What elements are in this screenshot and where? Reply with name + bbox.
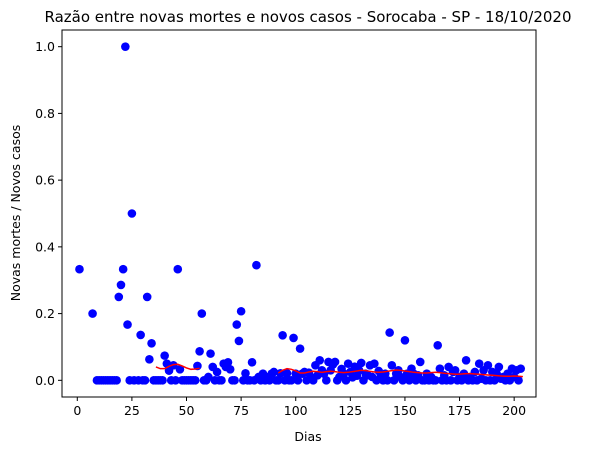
data-point bbox=[461, 356, 471, 365]
data-point bbox=[127, 209, 137, 218]
data-point bbox=[474, 359, 484, 368]
x-tick-label: 50 bbox=[179, 403, 195, 418]
data-point bbox=[343, 359, 353, 368]
chart-title: Razão entre novas mortes e novos casos -… bbox=[44, 8, 571, 26]
data-point bbox=[147, 338, 156, 348]
data-point bbox=[278, 330, 287, 340]
data-point bbox=[398, 376, 408, 385]
y-tick-label: 0.6 bbox=[35, 173, 55, 188]
y-tick-label: 0.0 bbox=[35, 373, 55, 388]
x-tick-label: 100 bbox=[284, 403, 308, 418]
data-point bbox=[136, 330, 145, 340]
data-point bbox=[483, 361, 493, 370]
trend-line bbox=[155, 363, 523, 378]
data-point bbox=[514, 376, 523, 385]
data-point bbox=[173, 264, 183, 274]
data-point bbox=[195, 346, 204, 356]
data-point bbox=[415, 357, 425, 367]
data-point bbox=[247, 358, 257, 367]
data-point bbox=[356, 358, 366, 368]
data-point bbox=[265, 376, 274, 385]
data-point bbox=[269, 367, 279, 377]
x-tick-label: 25 bbox=[124, 403, 140, 418]
data-point bbox=[433, 340, 443, 350]
data-point bbox=[171, 376, 180, 385]
x-tick-label: 125 bbox=[338, 403, 362, 418]
data-point bbox=[241, 369, 250, 378]
data-point bbox=[230, 376, 239, 385]
data-point bbox=[494, 362, 504, 372]
x-tick-label: 200 bbox=[502, 403, 526, 418]
data-point bbox=[470, 367, 480, 377]
data-point bbox=[142, 292, 152, 302]
x-tick-label: 175 bbox=[448, 403, 472, 418]
data-point bbox=[88, 309, 97, 318]
data-point bbox=[516, 364, 526, 373]
data-point bbox=[158, 376, 167, 385]
data-point bbox=[112, 376, 121, 385]
data-point bbox=[232, 320, 242, 329]
data-point bbox=[457, 376, 467, 385]
data-point bbox=[236, 306, 246, 316]
data-point bbox=[114, 292, 124, 302]
data-point bbox=[223, 358, 233, 367]
y-axis: 0.0 0.2 0.4 0.6 0.8 1.0 bbox=[35, 39, 62, 388]
data-point bbox=[252, 260, 261, 270]
data-point bbox=[217, 376, 226, 385]
data-point bbox=[190, 376, 200, 385]
data-point bbox=[197, 309, 207, 318]
data-point bbox=[118, 264, 128, 274]
data-point bbox=[273, 376, 283, 385]
y-tick-label: 0.2 bbox=[35, 306, 55, 321]
data-point bbox=[339, 369, 349, 378]
data-point bbox=[121, 42, 130, 51]
data-point bbox=[387, 361, 397, 370]
data-point bbox=[315, 356, 325, 365]
data-point bbox=[116, 280, 126, 290]
y-tick-label: 0.8 bbox=[35, 106, 55, 121]
data-point bbox=[435, 364, 445, 373]
x-tick-label: 75 bbox=[233, 403, 249, 418]
plot-frame bbox=[61, 29, 537, 398]
data-point bbox=[282, 369, 292, 378]
data-point bbox=[160, 351, 169, 360]
data-point bbox=[140, 376, 150, 385]
data-point bbox=[446, 376, 456, 385]
data-point bbox=[322, 376, 331, 385]
x-axis: 0 25 50 75 100 125 150 175 200 bbox=[73, 397, 526, 418]
data-point bbox=[225, 365, 235, 374]
y-axis-label: Novas mortes / Novos casos bbox=[8, 125, 23, 302]
data-point bbox=[370, 359, 379, 368]
data-point bbox=[175, 365, 185, 374]
y-tick-label: 1.0 bbox=[35, 39, 55, 54]
data-point bbox=[145, 355, 154, 364]
data-point bbox=[289, 333, 298, 343]
data-point bbox=[330, 357, 340, 367]
data-point bbox=[405, 376, 414, 385]
data-point bbox=[204, 372, 213, 382]
data-point bbox=[431, 376, 440, 385]
data-point bbox=[234, 336, 244, 346]
x-axis-label: Dias bbox=[294, 429, 321, 444]
data-point bbox=[450, 366, 460, 375]
x-tick-label: 150 bbox=[393, 403, 417, 418]
data-point bbox=[75, 264, 84, 274]
data-point bbox=[341, 376, 351, 385]
data-point bbox=[287, 376, 296, 385]
data-point bbox=[123, 320, 132, 329]
data-point bbox=[295, 344, 305, 353]
data-point bbox=[400, 335, 410, 345]
plot-content bbox=[75, 42, 526, 385]
data-point bbox=[206, 349, 215, 358]
data-point bbox=[389, 376, 399, 385]
data-point bbox=[490, 376, 499, 385]
data-point bbox=[212, 367, 222, 377]
y-tick-label: 0.4 bbox=[35, 239, 55, 254]
data-point bbox=[385, 328, 394, 337]
x-tick-label: 0 bbox=[73, 403, 81, 418]
data-point bbox=[293, 376, 303, 385]
data-point bbox=[383, 376, 392, 385]
